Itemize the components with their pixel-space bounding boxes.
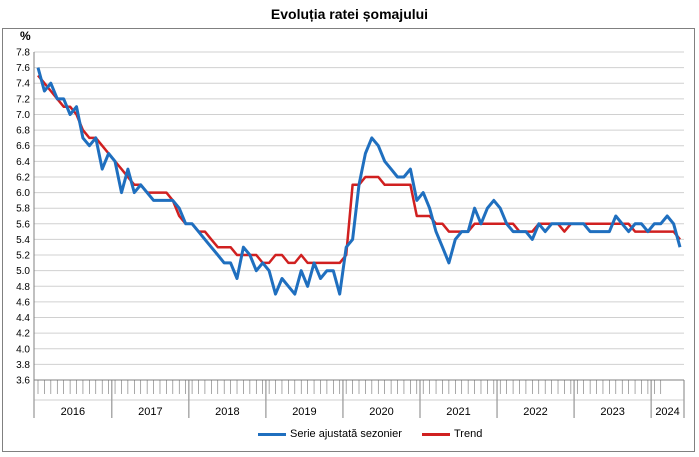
year-label: 2016 bbox=[61, 406, 85, 418]
y-tick-label: 7.0 bbox=[16, 110, 30, 121]
y-tick-label: 6.4 bbox=[16, 157, 30, 168]
year-label: 2021 bbox=[446, 406, 470, 418]
legend-label-seasonally-adjusted: Serie ajustată sezonier bbox=[290, 428, 402, 440]
y-tick-label: 7.2 bbox=[16, 94, 30, 105]
y-tick-label: 4.8 bbox=[16, 282, 30, 293]
series-line-seasonally-adjusted bbox=[36, 67, 682, 296]
legend: Serie ajustată sezonier Trend bbox=[0, 428, 699, 446]
legend-label-trend: Trend bbox=[454, 428, 483, 440]
year-label: 2020 bbox=[369, 406, 393, 418]
y-tick-label: 7.6 bbox=[16, 63, 30, 74]
y-tick-label: 4.4 bbox=[16, 313, 30, 324]
year-label: 2023 bbox=[600, 406, 624, 418]
y-tick-label: 5.4 bbox=[16, 235, 30, 246]
legend-item-seasonally-adjusted: Serie ajustată sezonier bbox=[258, 428, 402, 440]
y-tick-label: 7.4 bbox=[16, 79, 30, 90]
y-tick-label: 5.8 bbox=[16, 204, 30, 215]
y-tick-label: 3.8 bbox=[16, 360, 30, 371]
year-label: 2022 bbox=[523, 406, 547, 418]
year-label: 2017 bbox=[138, 406, 162, 418]
year-label: 2024 bbox=[655, 406, 679, 418]
chart-title: Evoluția ratei șomajului bbox=[270, 6, 429, 22]
y-tick-label: 7.8 bbox=[16, 48, 30, 59]
y-tick-label: 4.0 bbox=[16, 344, 30, 355]
series-line-trend bbox=[37, 74, 681, 265]
y-tick-label: 6.0 bbox=[16, 188, 30, 199]
legend-item-trend: Trend bbox=[422, 428, 482, 440]
legend-swatch-blue bbox=[258, 432, 286, 436]
y-tick-label: 4.2 bbox=[16, 329, 30, 340]
year-label: 2018 bbox=[215, 406, 239, 418]
legend-swatch-red bbox=[422, 432, 450, 436]
y-tick-label: 5.6 bbox=[16, 219, 30, 230]
y-tick-label: 4.6 bbox=[16, 297, 30, 308]
chart-frame bbox=[2, 28, 695, 452]
y-tick-label: 5.2 bbox=[16, 251, 30, 262]
y-axis-label: % bbox=[20, 29, 31, 43]
year-label: 2019 bbox=[292, 406, 316, 418]
y-tick-label: 3.6 bbox=[16, 376, 30, 387]
y-tick-label: 6.6 bbox=[16, 141, 30, 152]
y-tick-label: 5.0 bbox=[16, 266, 30, 277]
y-tick-label: 6.2 bbox=[16, 172, 30, 183]
y-tick-label: 6.8 bbox=[16, 126, 30, 137]
